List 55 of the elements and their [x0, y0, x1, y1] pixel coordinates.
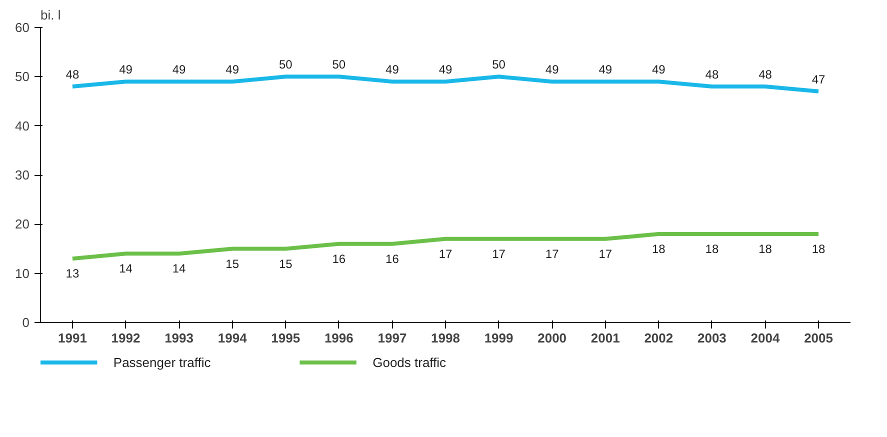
data-label: 17 — [545, 246, 560, 261]
x-tick-label: 1996 — [324, 330, 354, 346]
data-label: 50 — [278, 58, 293, 72]
data-label: 17 — [598, 246, 612, 261]
x-tick-label: 2004 — [750, 330, 780, 346]
legend-label: Passenger traffic — [113, 355, 212, 370]
data-label: 18 — [705, 242, 719, 256]
x-tick-label: 1997 — [378, 330, 407, 346]
data-label: 49 — [226, 62, 240, 77]
data-label: 18 — [652, 242, 666, 256]
x-tick-label: 1992 — [111, 330, 140, 346]
data-label: 49 — [598, 62, 612, 77]
y-tick-label: 20 — [15, 216, 30, 232]
data-label: 49 — [119, 62, 133, 77]
x-tick-label: 2001 — [590, 330, 620, 346]
data-label: 49 — [172, 62, 186, 77]
data-label: 48 — [66, 68, 80, 82]
x-tick-label: 2005 — [804, 330, 833, 346]
data-label: 48 — [758, 68, 772, 82]
data-label: 16 — [332, 252, 346, 266]
y-tick-label: 50 — [15, 69, 30, 84]
x-tick-label: 1995 — [271, 330, 300, 346]
y-tick-label: 0 — [22, 315, 30, 330]
data-label: 47 — [812, 72, 826, 86]
data-label: 14 — [172, 262, 186, 276]
data-label: 18 — [758, 242, 772, 256]
x-tick-label: 2002 — [644, 330, 674, 346]
data-label: 50 — [332, 58, 346, 72]
y-tick-label: 10 — [15, 266, 30, 281]
x-tick-label: 1993 — [164, 330, 194, 346]
x-tick-label: 1998 — [431, 330, 460, 346]
data-label: 17 — [438, 246, 452, 261]
y-axis-title: bi. l — [40, 8, 61, 22]
x-tick-label: 1994 — [218, 330, 248, 346]
x-tick-label: 1991 — [58, 330, 87, 346]
data-label: 48 — [705, 68, 719, 82]
y-tick-label: 40 — [15, 118, 30, 134]
x-tick-label: 1999 — [484, 330, 514, 346]
data-label: 49 — [652, 62, 666, 77]
y-tick-label: 30 — [15, 168, 30, 182]
data-label: 49 — [386, 62, 400, 77]
data-label: 15 — [226, 256, 240, 271]
data-label: 14 — [119, 262, 133, 276]
x-tick-label: 2000 — [538, 330, 567, 346]
data-label: 16 — [386, 252, 400, 266]
legend-label: Goods traffic — [372, 355, 447, 370]
data-label: 49 — [545, 62, 560, 77]
data-label: 49 — [438, 62, 452, 77]
y-tick-label: 60 — [15, 20, 30, 35]
data-label: 18 — [812, 242, 826, 256]
data-label: 17 — [492, 246, 506, 261]
data-label: 50 — [492, 58, 506, 72]
data-label: 15 — [278, 256, 293, 271]
data-label: 13 — [66, 266, 80, 281]
x-tick-label: 2003 — [697, 330, 726, 346]
